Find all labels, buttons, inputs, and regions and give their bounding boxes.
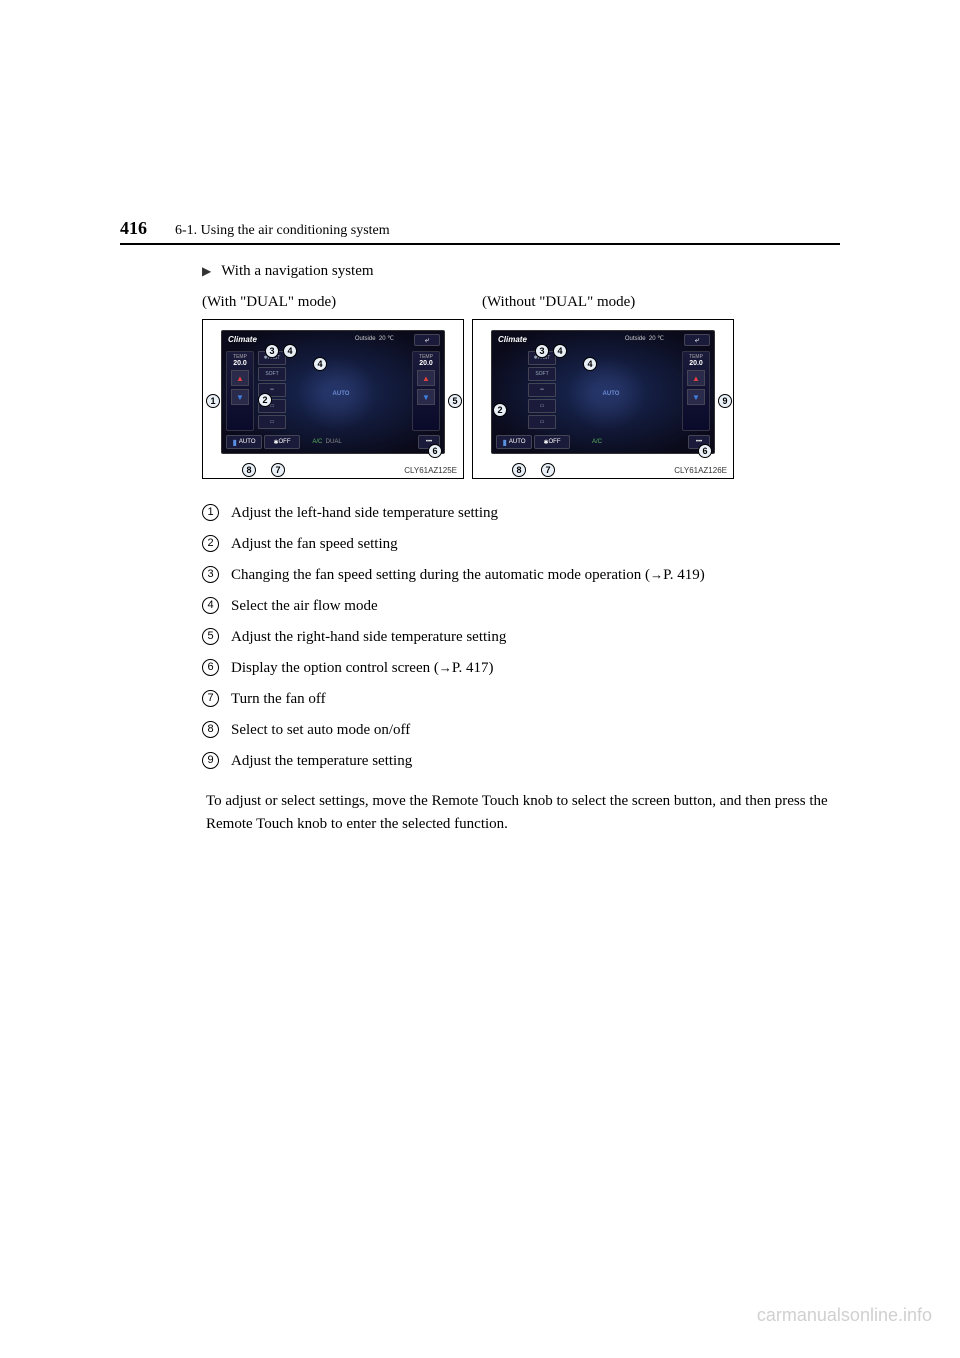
callout-marker: 8 (242, 463, 256, 477)
list-item: 8 Select to set auto mode on/off (202, 720, 840, 741)
climate-title: Climate (498, 335, 527, 344)
list-number-icon: 4 (202, 597, 219, 614)
list-number-icon: 3 (202, 566, 219, 583)
ac-label: A/C (572, 435, 622, 449)
fan-panel[interactable]: ✱ FAST SOFT ═ ▭ ▭ (528, 351, 558, 431)
closing-note: To adjust or select settings, move the R… (202, 790, 840, 835)
outside-temp: Outside 20 ℃ (625, 335, 664, 342)
off-button[interactable]: ✱ OFF (534, 435, 570, 449)
temp-panel-right[interactable]: TEMP 20.0 ▲ ▼ (412, 351, 440, 431)
list-text: Select to set auto mode on/off (231, 720, 840, 741)
temp-up-icon[interactable]: ▲ (231, 370, 249, 386)
list-text: Adjust the right-hand side temperature s… (231, 627, 840, 648)
auto-button[interactable]: ▮AUTO (496, 435, 532, 449)
seat-diagram: AUTO (567, 356, 647, 431)
list-text: Adjust the fan speed setting (231, 534, 840, 555)
bottom-bar: ▮AUTO ✱ OFF A/C ••• (496, 435, 710, 449)
list-number-icon: 6 (202, 659, 219, 676)
list-number-icon: 5 (202, 628, 219, 645)
image-code-left: CLY61AZ125E (404, 466, 457, 475)
fan-panel[interactable]: ✱ FAST SOFT ═ ▭ ▭ (258, 351, 288, 431)
callout-marker: 6 (428, 444, 442, 458)
instruction-list: 1 Adjust the left-hand side temperature s… (202, 503, 840, 772)
temp-up-icon[interactable]: ▲ (687, 370, 705, 386)
callout-marker: 4 (283, 344, 297, 358)
list-text: Display the option control screen (→P. 4… (231, 658, 840, 679)
mode-labels: (With "DUAL" mode) (Without "DUAL" mode) (202, 294, 840, 311)
temp-panel-right[interactable]: TEMP 20.0 ▲ ▼ (682, 351, 710, 431)
list-item: 2 Adjust the fan speed setting (202, 534, 840, 555)
mode-label-left: (With "DUAL" mode) (202, 294, 482, 311)
climate-display: Climate Outside 20 ℃ ⤶ TEMP 20.0 ▲ ▼ ✱ F… (491, 330, 715, 454)
fan-soft[interactable]: SOFT (528, 367, 556, 381)
list-item: 7 Turn the fan off (202, 689, 840, 710)
page-header: 416 6-1. Using the air conditioning syst… (120, 218, 840, 245)
list-number-icon: 7 (202, 690, 219, 707)
temp-up-icon[interactable]: ▲ (417, 370, 435, 386)
callout-marker: 7 (541, 463, 555, 477)
callout-marker: 3 (535, 344, 549, 358)
callout-marker: 2 (493, 403, 507, 417)
list-item: 4 Select the air flow mode (202, 596, 840, 617)
auto-indicator: AUTO (325, 386, 357, 408)
list-item: 6 Display the option control screen (→P. … (202, 658, 840, 679)
callout-marker: 4 (313, 357, 327, 371)
watermark: carmanualsonline.info (757, 1305, 932, 1326)
section-title: 6-1. Using the air conditioning system (175, 223, 390, 239)
image-code-right: CLY61AZ126E (674, 466, 727, 475)
callout-marker: 4 (583, 357, 597, 371)
back-button[interactable]: ⤶ (684, 334, 710, 346)
page-number: 416 (120, 218, 147, 239)
intro-text: With a navigation system (221, 263, 373, 280)
temp-panel-left[interactable]: TEMP 20.0 ▲ ▼ (226, 351, 254, 431)
list-item: 3 Changing the fan speed setting during t… (202, 565, 840, 586)
intro-bullet: ▶ With a navigation system (202, 263, 840, 280)
mode-label-right: (Without "DUAL" mode) (482, 294, 635, 311)
callout-marker: 7 (271, 463, 285, 477)
callout-marker: 1 (206, 394, 220, 408)
callout-marker: 8 (512, 463, 526, 477)
list-item: 5 Adjust the right-hand side temperature … (202, 627, 840, 648)
auto-indicator: AUTO (595, 386, 627, 408)
callout-marker: 4 (553, 344, 567, 358)
off-button[interactable]: ✱ OFF (264, 435, 300, 449)
bullet-arrow-icon: ▶ (202, 264, 211, 279)
climate-display: Climate Outside 20 ℃ ⤶ TEMP 20.0 ▲ ▼ TEM… (221, 330, 445, 454)
fan-mode2[interactable]: ▭ (528, 399, 556, 413)
fan-soft[interactable]: SOFT (258, 367, 286, 381)
list-number-icon: 2 (202, 535, 219, 552)
list-text: Changing the fan speed setting during th… (231, 565, 840, 586)
fan-mode[interactable]: ═ (528, 383, 556, 397)
list-text: Adjust the left-hand side temperature se… (231, 503, 840, 524)
list-number-icon: 8 (202, 721, 219, 738)
callout-marker: 6 (698, 444, 712, 458)
list-item: 9 Adjust the temperature setting (202, 751, 840, 772)
climate-screen-left: Climate Outside 20 ℃ ⤶ TEMP 20.0 ▲ ▼ TEM… (202, 319, 464, 479)
temp-down-icon[interactable]: ▼ (687, 389, 705, 405)
list-item: 1 Adjust the left-hand side temperature s… (202, 503, 840, 524)
seat-diagram: AUTO (297, 356, 377, 431)
list-number-icon: 9 (202, 752, 219, 769)
temp-down-icon[interactable]: ▼ (231, 389, 249, 405)
list-text: Select the air flow mode (231, 596, 840, 617)
auto-button[interactable]: ▮AUTO (226, 435, 262, 449)
list-text: Turn the fan off (231, 689, 840, 710)
back-button[interactable]: ⤶ (414, 334, 440, 346)
bottom-bar: ▮AUTO ✱ OFF A/C DUAL ••• (226, 435, 440, 449)
ac-dual-label: A/C DUAL (302, 435, 352, 449)
climate-screen-right: Climate Outside 20 ℃ ⤶ TEMP 20.0 ▲ ▼ ✱ F… (472, 319, 734, 479)
temp-down-icon[interactable]: ▼ (417, 389, 435, 405)
callout-marker: 9 (718, 394, 732, 408)
fan-mode3[interactable]: ▭ (528, 415, 556, 429)
fan-mode3[interactable]: ▭ (258, 415, 286, 429)
list-text: Adjust the temperature setting (231, 751, 840, 772)
callout-marker: 2 (258, 393, 272, 407)
climate-title: Climate (228, 335, 257, 344)
callout-marker: 3 (265, 344, 279, 358)
outside-temp: Outside 20 ℃ (355, 335, 394, 342)
climate-screens: Climate Outside 20 ℃ ⤶ TEMP 20.0 ▲ ▼ TEM… (202, 319, 840, 479)
list-number-icon: 1 (202, 504, 219, 521)
callout-marker: 5 (448, 394, 462, 408)
